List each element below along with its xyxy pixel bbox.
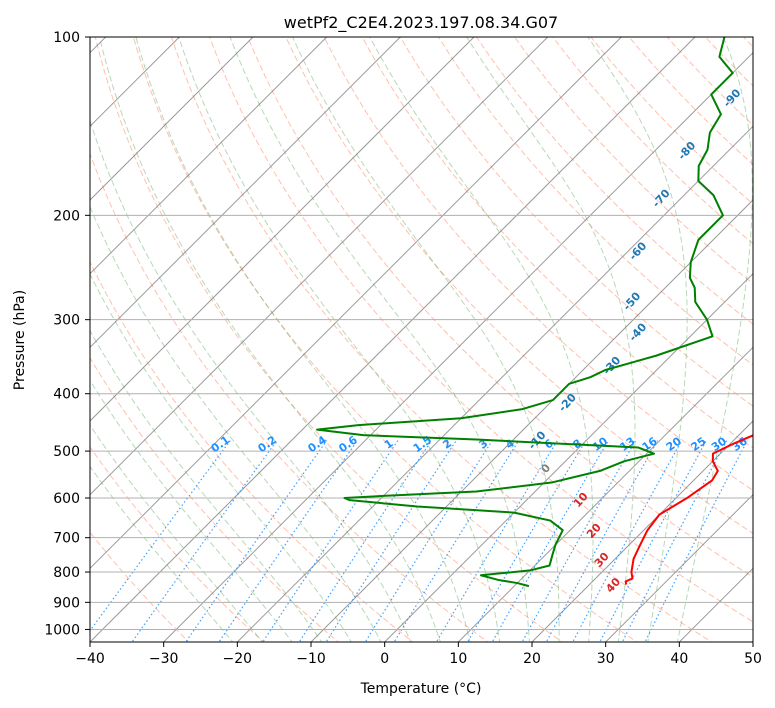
y-tick-label: 600 [53,491,80,507]
mixing-ratio-line [599,440,707,642]
moist-adiabat-line [178,37,501,642]
moist-adiabat-line [676,37,753,642]
isotherm-line [90,37,696,642]
pressure-gridlines [90,37,753,630]
moist-adiabat-line [587,37,688,642]
y-tick-label: 700 [53,531,80,547]
isotherm-line [236,125,753,642]
isotherm-line [90,37,622,570]
profile-lines [316,37,753,588]
plot-frame [89,36,754,643]
dry-adiabat-line [361,37,753,449]
isotherm-line [90,37,328,275]
moist-adiabat-line [135,37,471,642]
x-tick-label: 50 [744,651,762,667]
plot-background [90,37,753,642]
x-tick-label: 40 [670,651,688,667]
mixing-ratio-line [521,440,637,642]
y-tick-label: 300 [53,313,80,329]
isotherm-line [310,199,753,642]
x-tick-label: −10 [296,651,326,667]
x-tick-label: −20 [223,651,253,667]
x-axis-ticks: −40 −30 −20 −10 0 10 20 30 40 50 [75,642,762,667]
mixing-ratio-line [131,440,278,642]
y-tick-label: 500 [53,444,80,460]
mixing-ratio-line [435,440,558,642]
moist-adiabat-line [90,205,382,642]
y-tick-label: 800 [53,565,80,581]
dry-adiabat-line [514,37,753,285]
background-lines [90,37,753,642]
moist-adiabat-line [100,41,441,642]
moist-adiabat-line [90,329,323,642]
y-axis-title: Pressure (hPa) [12,290,28,390]
temperature-line [624,434,753,585]
mixing-ratio-line [262,440,399,642]
isotherm-line [90,37,475,422]
x-tick-label: 10 [449,651,467,667]
y-tick-label: 200 [53,208,80,224]
mixing-ratio-line [491,440,609,642]
mixing-ratio-line [298,440,432,642]
moist-adiabat-line [292,37,560,642]
chart-title: wetPf2_C2E4.2023.197.08.34.G07 [284,13,558,33]
mixing-ratio-line [185,440,328,642]
isotherm-line [90,37,549,496]
y-tick-label: 1000 [44,622,80,638]
moist-adiabat-line [90,424,264,642]
moist-adiabat-line [466,37,636,642]
x-tick-label: −40 [75,651,105,667]
isotherm-line [384,272,753,642]
isotherm-line [90,37,401,349]
moist-adiabat-line [90,272,352,642]
x-axis-title: Temperature (°C) [360,681,482,697]
isotherm-line [90,37,254,201]
mixing-ratio-line [572,440,683,642]
x-tick-label: 20 [523,651,541,667]
dry-adiabat-line [399,37,753,407]
mixing-ratio-line [545,440,659,642]
y-tick-label: 100 [53,30,80,46]
dry-adiabat-line [475,37,753,325]
mixing-ratio-line [393,440,520,642]
isotherm-line [457,346,753,642]
moist-adiabat-line [90,379,293,642]
mixing-ratio-line [364,440,493,642]
dry-adiabat-line [247,37,753,578]
x-tick-label: 30 [597,651,615,667]
dewpoint-line [316,37,734,588]
isotherm-line [605,493,753,642]
mixing-ratio-line [466,440,587,642]
dry-adiabat-line [90,152,489,642]
isotherm-line [163,51,753,642]
dry-adiabat-line [209,37,753,623]
moist-adiabat-line [90,465,234,642]
x-tick-label: 0 [380,651,389,667]
y-axis-ticks: 100 200 300 400 500 600 700 800 900 1000 [44,30,90,638]
mixing-ratio-line [325,440,457,642]
y-tick-label: 900 [53,595,80,611]
x-tick-label: −30 [149,651,179,667]
dry-adiabat-line [285,37,753,535]
y-tick-label: 400 [53,387,80,403]
moist-adiabat-line [90,119,412,642]
moist-adiabat-line [369,37,594,642]
dry-adiabat-line [323,37,753,491]
isotherm-line [531,420,753,642]
